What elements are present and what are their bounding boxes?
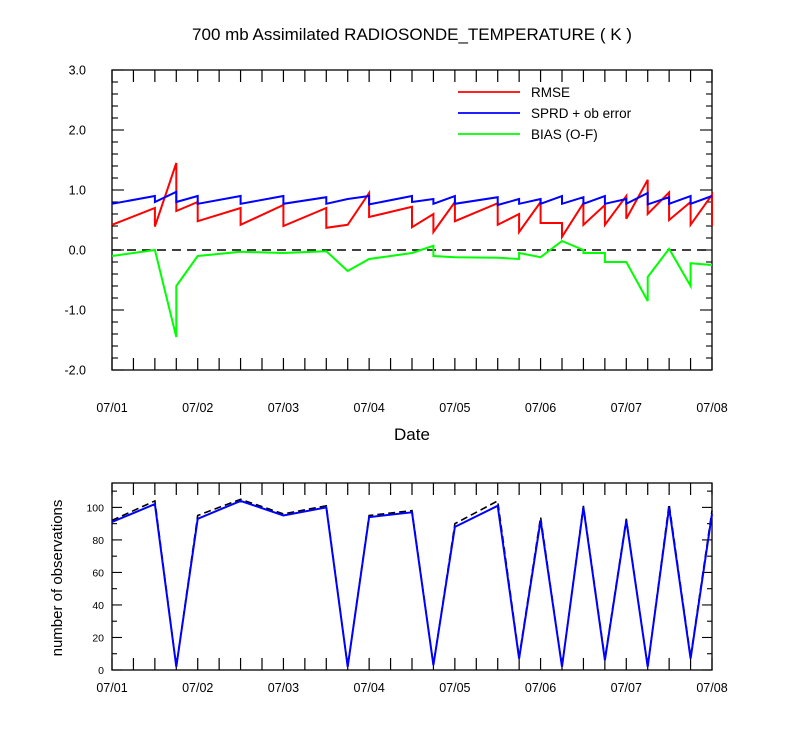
y-tick-label: 2.0 <box>69 124 86 138</box>
y-tick-label: 80 <box>92 535 104 547</box>
legend-label: BIAS (O-F) <box>531 127 598 142</box>
y-axis-label: number of observations <box>49 500 66 657</box>
y-tick-label: 1.0 <box>69 184 86 198</box>
top-plot-area: 07/01 07/02 07/03 07/04 07/05 07/06 07/07 07/08… <box>64 64 727 416</box>
y-tick-label: -1.0 <box>64 304 86 318</box>
bottom-plot-area: 07/01 07/02 07/03 07/04 07/05 07/06 07/07 07/08… <box>86 482 728 695</box>
legend: RMSE SPRD + ob error BIAS (O-F) <box>458 85 632 142</box>
x-tick-label: 07/08 <box>696 681 727 695</box>
series-line-bias-o-f <box>111 239 713 338</box>
chart-title: 700 mb Assimilated RADIOSONDE_TEMPERATUR… <box>192 25 632 44</box>
series-line-observations-used <box>111 499 713 667</box>
series-line-observations-possible <box>111 498 713 667</box>
x-tick-label: 07/02 <box>182 681 213 695</box>
x-axis-label: Date <box>394 425 430 444</box>
y-tick-label: 0 <box>98 665 104 677</box>
y-tick-label: 40 <box>92 600 104 612</box>
legend-label: RMSE <box>531 85 570 100</box>
x-tick-label: 07/01 <box>96 401 127 415</box>
series-line-sprd-ob-error <box>111 190 713 207</box>
y-tick-label: 100 <box>86 502 104 514</box>
x-tick-label: 07/07 <box>611 681 642 695</box>
y-tick-label: 3.0 <box>69 64 86 78</box>
x-tick-label: 07/02 <box>182 401 213 415</box>
x-tick-label: 07/06 <box>525 681 556 695</box>
x-tick-label: 07/05 <box>439 681 470 695</box>
y-tick-label: 0.0 <box>69 244 86 258</box>
x-tick-label: 07/05 <box>439 401 470 415</box>
legend-label: SPRD + ob error <box>531 106 632 121</box>
x-tick-label: 07/03 <box>268 681 299 695</box>
x-tick-label: 07/04 <box>354 401 385 415</box>
x-tick-label: 07/08 <box>696 401 727 415</box>
y-tick-label: 20 <box>92 632 104 644</box>
x-tick-label: 07/06 <box>525 401 556 415</box>
x-tick-label: 07/04 <box>354 681 385 695</box>
y-tick-label: -2.0 <box>64 364 86 378</box>
x-tick-label: 07/03 <box>268 401 299 415</box>
x-tick-label: 07/07 <box>611 401 642 415</box>
x-tick-label: 07/01 <box>96 681 127 695</box>
y-tick-label: 60 <box>92 567 104 579</box>
series-line-rmse <box>111 162 713 241</box>
